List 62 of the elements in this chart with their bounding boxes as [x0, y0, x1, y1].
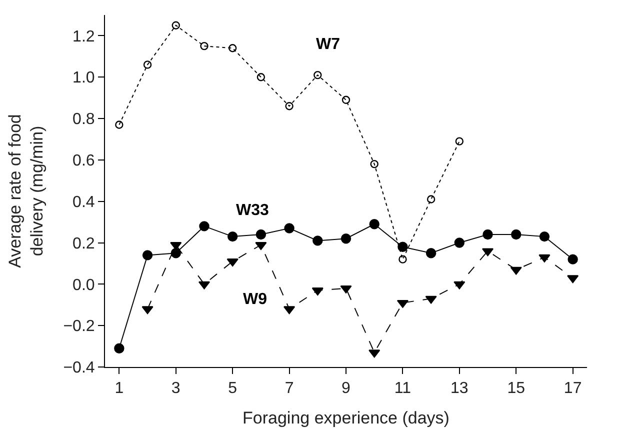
y-tick-label: −0.4	[63, 360, 95, 377]
point	[199, 221, 210, 232]
point	[454, 281, 466, 290]
point	[284, 223, 294, 234]
point	[368, 350, 380, 358]
x-tick-label: 7	[284, 380, 294, 398]
point	[370, 160, 378, 168]
point	[255, 242, 267, 250]
point	[342, 96, 350, 104]
point	[538, 254, 550, 262]
point	[398, 255, 407, 264]
point	[340, 285, 352, 294]
point	[426, 195, 436, 204]
y-tick-label: 1.2	[72, 28, 95, 46]
point	[314, 70, 322, 80]
y-tick-label: 1.0	[72, 70, 95, 87]
x-tick-label: 5	[228, 380, 238, 398]
point	[115, 120, 124, 129]
point	[568, 254, 578, 264]
x-tick-label: 13	[450, 380, 468, 398]
point	[567, 275, 579, 284]
y-tick-label: 0.4	[72, 194, 95, 211]
point	[142, 306, 154, 314]
point	[256, 73, 266, 82]
x-tick-label: 15	[507, 380, 526, 398]
point	[312, 236, 323, 246]
x-tick-label: 9	[342, 380, 351, 398]
y-tick-label: 0.8	[72, 111, 95, 128]
point	[142, 250, 153, 260]
point	[228, 44, 237, 52]
point	[511, 229, 522, 240]
x-axis-title: Foraging experience (days)	[242, 408, 450, 428]
point	[172, 21, 180, 30]
y-tick-label: −0.2	[63, 318, 95, 336]
point	[340, 234, 352, 244]
point	[285, 102, 294, 110]
point	[510, 266, 522, 275]
point	[200, 42, 208, 50]
x-tick-label: 17	[564, 380, 582, 398]
y-axis-title: Average rate of food delivery (mg/min)	[6, 114, 47, 268]
point	[425, 296, 437, 304]
point	[256, 229, 266, 240]
series-label: W7	[316, 36, 340, 53]
point	[114, 343, 124, 354]
series-label: W33	[236, 202, 269, 219]
x-tick-label: 11	[394, 380, 412, 398]
point	[482, 229, 493, 240]
point	[455, 137, 464, 146]
point	[143, 60, 152, 69]
point	[369, 219, 380, 230]
point	[170, 242, 182, 250]
y-tick-label: 0.2	[72, 235, 95, 252]
y-tick-label: 0.6	[72, 152, 95, 170]
y-tick-label: 0.0	[72, 276, 95, 294]
point	[398, 242, 408, 252]
series-label: W9	[243, 291, 268, 308]
point	[539, 231, 550, 242]
x-tick-label: 1	[114, 380, 124, 398]
x-tick-label: 3	[171, 380, 180, 398]
point	[426, 248, 436, 258]
point	[227, 231, 238, 242]
point	[454, 238, 465, 248]
